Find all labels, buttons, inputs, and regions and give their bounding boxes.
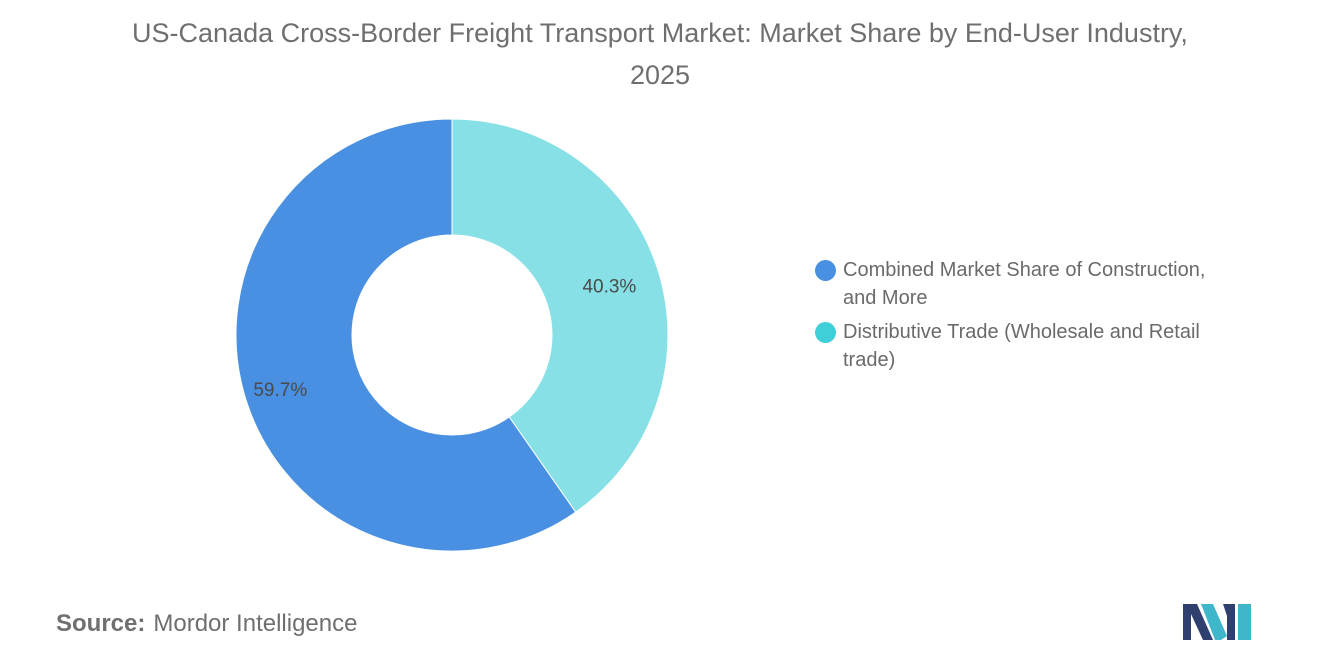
legend-swatch-distributive-trade	[815, 322, 836, 343]
chart-title: US-Canada Cross-Border Freight Transport…	[132, 18, 1188, 90]
legend-item-distributive-trade: Distributive Trade (Wholesale and Retail…	[815, 318, 1285, 374]
legend-label-construction: Combined Market Share of Construction,	[843, 259, 1206, 281]
donut-slice-0	[235, 118, 577, 552]
source-note: Source: Mordor Intelligence	[56, 610, 357, 638]
donut-slice-1	[451, 118, 669, 513]
slice-value-label-1: 40.3%	[582, 276, 636, 297]
legend-label-distributive-trade-cont: trade)	[843, 349, 896, 371]
mordor-intelligence-logo	[1183, 604, 1251, 640]
chart-legend: Combined Market Share of Construction, a…	[815, 256, 1285, 380]
legend-label-construction-cont: and More	[843, 287, 928, 309]
legend-swatch-construction	[815, 260, 836, 281]
source-text: Mordor Intelligence	[153, 610, 358, 637]
logo-far-right-shape	[1238, 604, 1251, 640]
legend-label-distributive-trade: Distributive Trade (Wholesale and Retail	[843, 321, 1200, 343]
logo-right-shape	[1223, 604, 1235, 640]
logo-mid-shape	[1201, 604, 1227, 640]
source-label: Source:	[56, 610, 146, 637]
legend-item-construction: Combined Market Share of Construction, a…	[815, 256, 1285, 312]
logo-left-shape	[1183, 604, 1213, 640]
slice-value-label-0: 59.7%	[253, 380, 307, 401]
